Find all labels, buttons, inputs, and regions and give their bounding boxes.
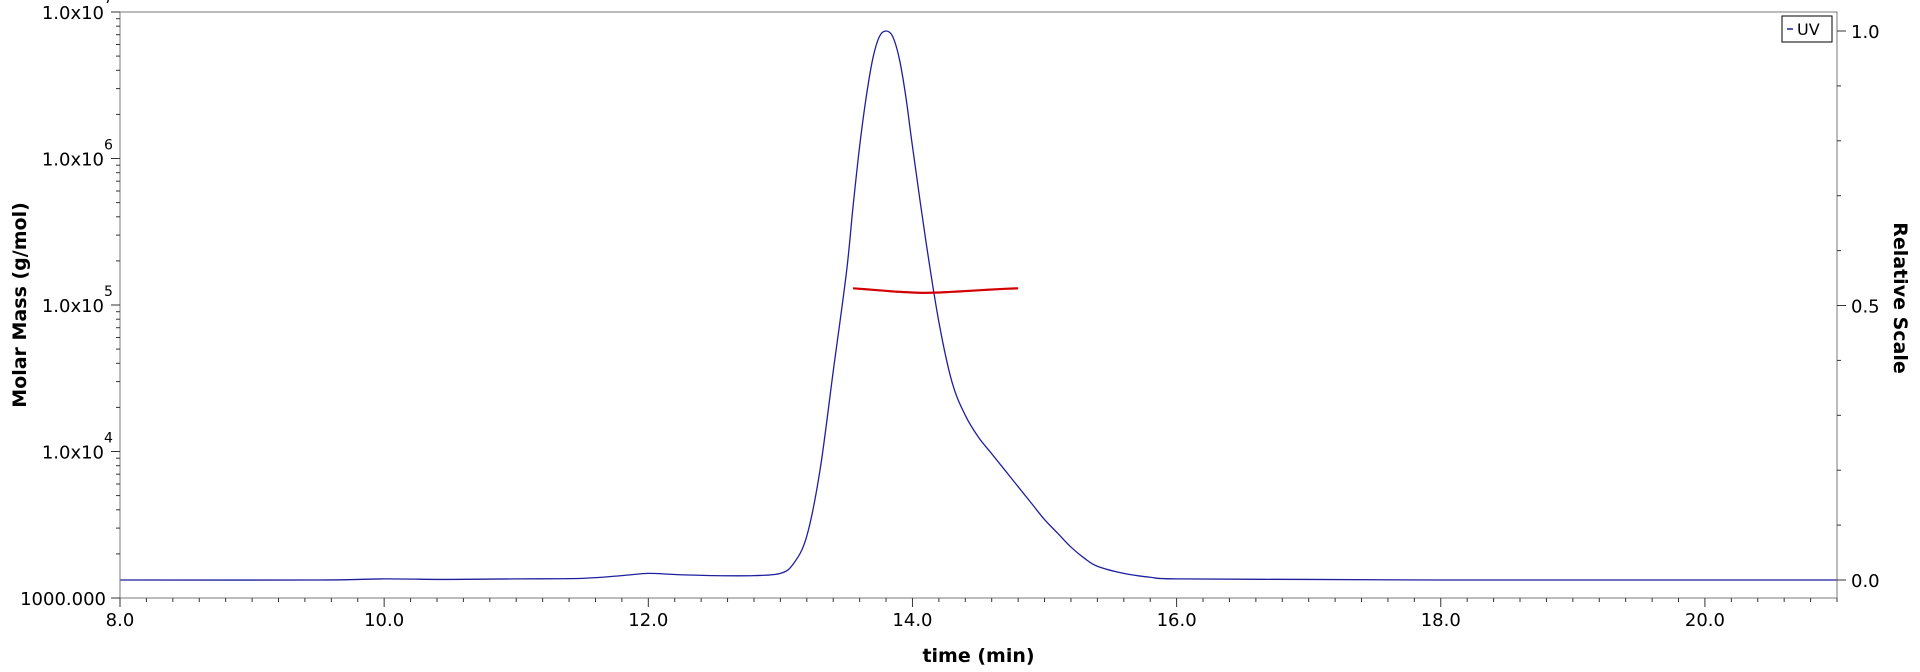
left-y-axis-title: Molar Mass (g/mol) [9,202,31,408]
y-left-tick-label: 1.0x10 [42,296,104,317]
y-left-tick-label: 1.0x10 [42,443,104,464]
plot-frame [119,11,1838,599]
x-tick-label: 12.0 [628,610,668,631]
y-left-tick-label: 1000.000 [20,589,106,610]
legend-entry-uv: UV [1797,20,1820,39]
y-right-tick-label: 0.0 [1851,571,1880,592]
y-left-tick-exponent: 4 [104,431,113,447]
x-tick-label: 10.0 [364,610,404,631]
y-left-tick-exponent: 6 [104,138,113,154]
y-left-tick-label: 1.0x10 [42,150,104,171]
x-tick-label: 8.0 [106,610,135,631]
x-tick-label: 16.0 [1157,610,1197,631]
y-right-tick-label: 1.0 [1851,22,1880,43]
molar-mass-series-line [852,287,1019,294]
y-left-tick-exponent: 7 [104,0,113,7]
y-left-tick-label: 1.0x10 [42,3,104,24]
x-tick-label: 18.0 [1421,610,1461,631]
right-y-axis-title: Relative Scale [1889,222,1911,374]
plot-area [119,30,1837,581]
x-axis-title: time (min) [922,645,1034,667]
x-tick-label: 14.0 [892,610,932,631]
y-right-tick-label: 0.5 [1851,297,1880,318]
axes [111,11,1846,607]
uv-series-line [119,30,1837,581]
x-tick-label: 20.0 [1685,610,1725,631]
legend: UV [1781,15,1833,43]
tick-labels: 8.010.012.014.016.018.020.01.0x1071.0x10… [20,0,1880,631]
y-left-tick-exponent: 5 [104,284,113,300]
